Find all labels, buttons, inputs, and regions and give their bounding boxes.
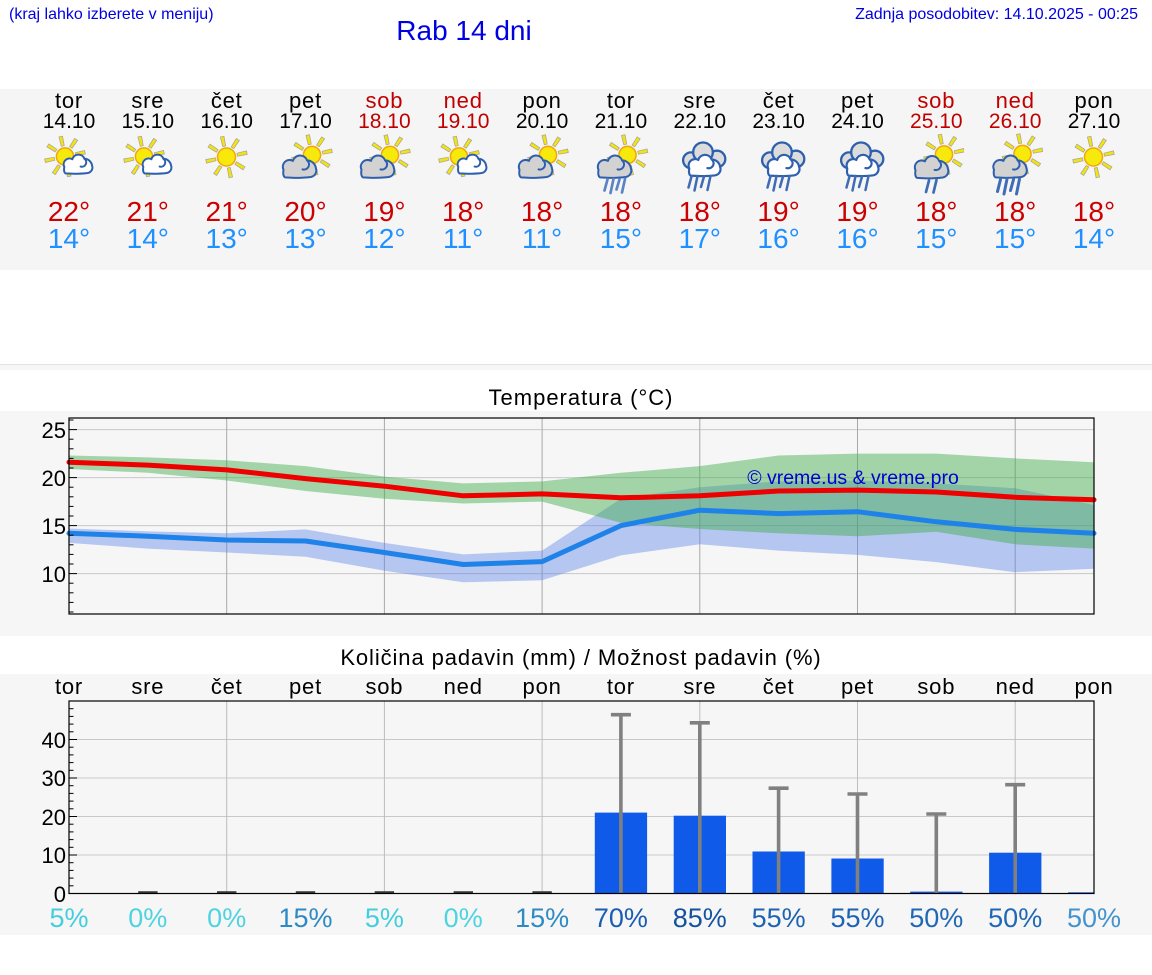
svg-text:© vreme.us & vreme.pro: © vreme.us & vreme.pro — [747, 467, 959, 489]
